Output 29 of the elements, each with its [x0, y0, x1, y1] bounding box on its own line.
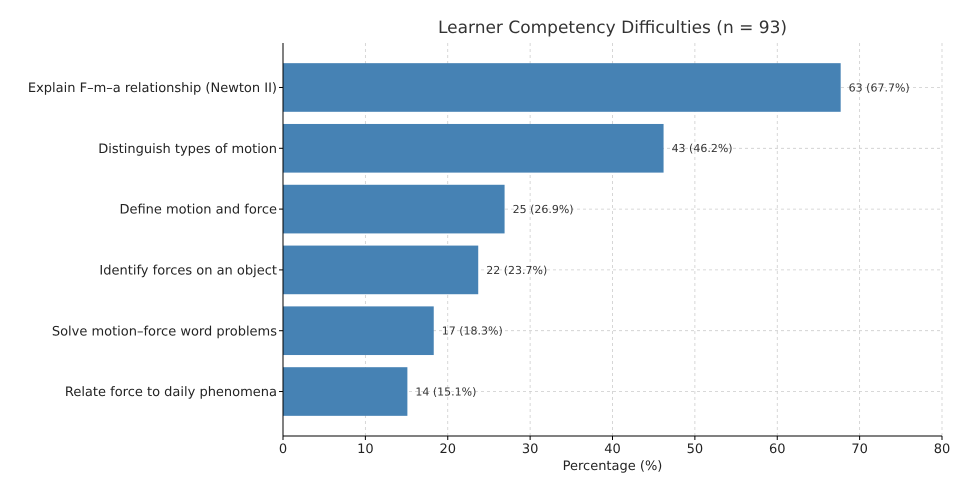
- x-tick-label: 80: [934, 442, 950, 457]
- data-label: 22 (23.7%): [486, 264, 548, 277]
- x-tick-label: 70: [851, 442, 868, 457]
- x-tick-label: 40: [604, 442, 621, 457]
- data-label: 17 (18.3%): [442, 324, 503, 338]
- y-tick-label: Solve motion–force word problems: [52, 324, 278, 340]
- x-tick-label: 30: [522, 442, 538, 457]
- y-tick-label: Identify forces on an object: [99, 263, 277, 278]
- x-tick-label: 0: [278, 442, 288, 457]
- bar: [283, 124, 664, 173]
- bar: [283, 246, 478, 294]
- y-tick-label: Explain F–m–a relationship (Newton II): [28, 81, 277, 96]
- bar: [283, 63, 841, 112]
- chart-title: Learner Competency Difficulties (n = 93): [438, 18, 788, 38]
- x-axis-title: Percentage (%): [562, 459, 662, 474]
- bar: [283, 367, 408, 416]
- y-tick-label: Relate force to daily phenomena: [64, 385, 277, 400]
- x-tick-label: 20: [439, 442, 456, 457]
- x-tick-label: 10: [357, 442, 374, 457]
- x-tick-label: 50: [686, 442, 704, 457]
- bar: [283, 184, 505, 234]
- data-label: 14 (15.1%): [415, 385, 476, 398]
- y-tick-label: Distinguish types of motion: [98, 142, 277, 157]
- data-label: 25 (26.9%): [512, 202, 574, 216]
- y-tick-label: Define motion and force: [119, 202, 277, 218]
- bar: [283, 306, 434, 356]
- x-tick-label: 60: [768, 442, 786, 457]
- data-label: 63 (67.7%): [848, 81, 910, 94]
- data-label: 43 (46.2%): [672, 142, 733, 156]
